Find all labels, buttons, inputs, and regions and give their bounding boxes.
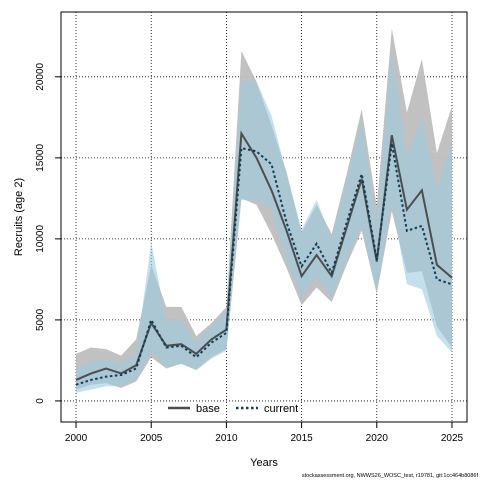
y-tick-label: 10000 [35, 225, 46, 253]
x-axis-title: Years [250, 457, 278, 469]
confidence-band-current [76, 52, 452, 393]
x-axis: 2000 2005 2010 2015 2020 2025 [65, 421, 464, 444]
y-tick-label: 15000 [35, 144, 46, 172]
y-axis: 0 5000 10000 15000 20000 [35, 62, 62, 404]
legend-label-current: current [264, 403, 298, 415]
legend-label-base: base [196, 403, 220, 415]
x-tick-label: 2010 [215, 433, 238, 444]
legend: base current [168, 403, 298, 415]
series-line-base [75, 130, 453, 381]
series-lines [75, 130, 453, 386]
y-tick-label: 0 [35, 398, 46, 404]
x-tick-label: 2000 [65, 433, 88, 444]
y-tick-label: 5000 [35, 308, 46, 331]
confidence-band-base [76, 28, 452, 390]
x-tick-label: 2020 [366, 433, 389, 444]
series-line-current [75, 143, 453, 386]
footer-text: stockassessment.org, NWWS26_WOSC_test, r… [302, 473, 479, 479]
x-tick-label: 2025 [441, 433, 464, 444]
confidence-bands [76, 28, 452, 393]
y-tick-label: 20000 [35, 62, 46, 90]
y-axis-title: Recruits (age 2) [13, 178, 25, 256]
x-tick-label: 2005 [140, 433, 163, 444]
x-tick-label: 2015 [290, 433, 313, 444]
